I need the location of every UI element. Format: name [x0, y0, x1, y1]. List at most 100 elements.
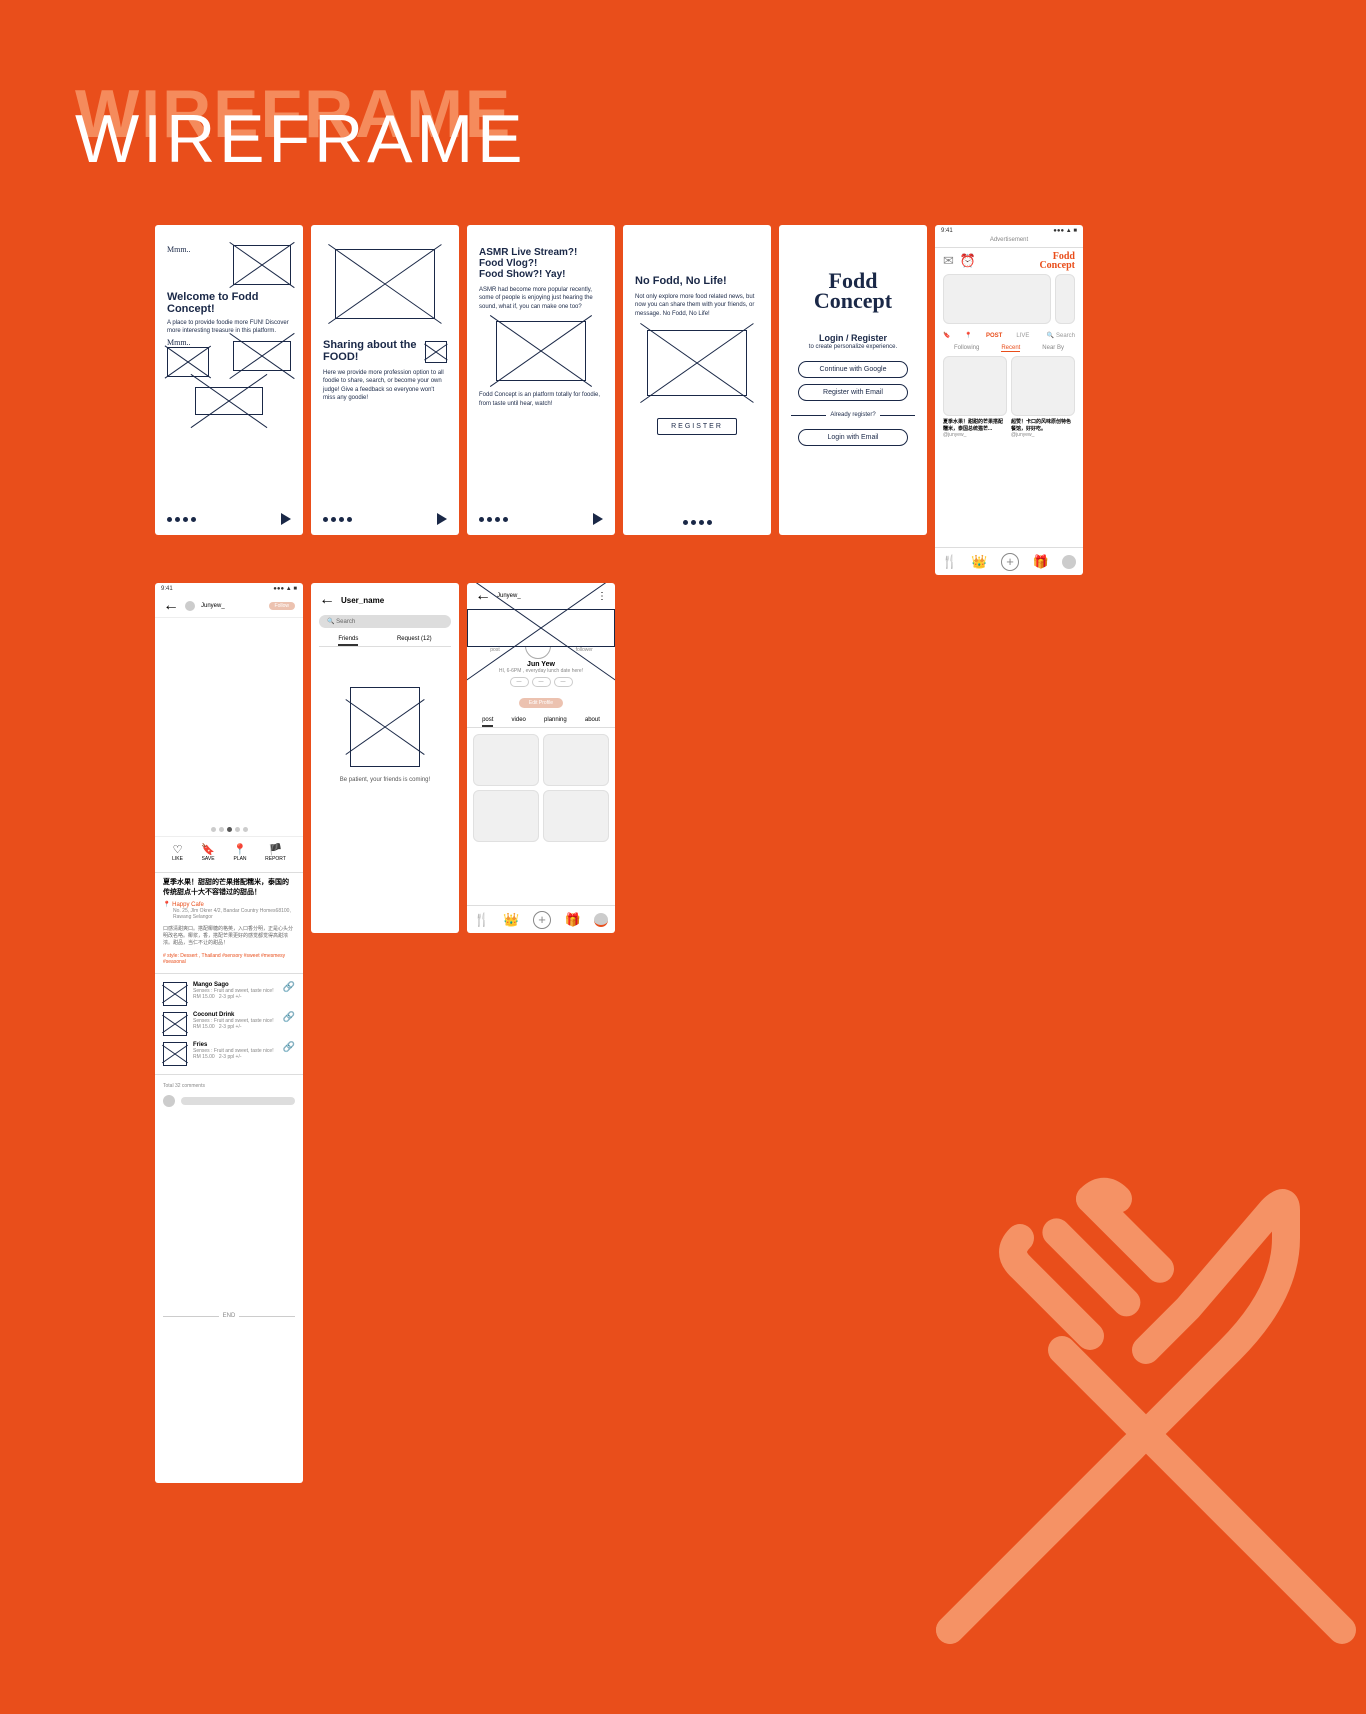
onboard4-title: No Fodd, No Life!	[635, 275, 759, 287]
image-placeholder	[195, 387, 263, 415]
menu-item-1: Mango Sago Senses : Fruit and sweet, tas…	[163, 982, 295, 1006]
tab-planning[interactable]: planning	[544, 717, 567, 727]
nav-add-button[interactable]: +	[533, 911, 551, 929]
onboard2-body: Here we provide more profession option t…	[323, 369, 447, 403]
tab-post[interactable]: post	[482, 717, 493, 727]
alarm-icon[interactable]: ⏰	[960, 253, 976, 269]
like-button[interactable]: ♡LIKE	[172, 843, 183, 862]
bookmark-icon[interactable]: 🔖	[943, 332, 950, 339]
story-card[interactable]	[1055, 274, 1075, 324]
friends-title: User_name	[341, 596, 384, 605]
knife-fork-icon	[866, 1154, 1366, 1714]
register-button[interactable]: REGISTER	[657, 418, 737, 435]
page-dots	[479, 517, 508, 522]
tab-search[interactable]: 🔍 Search	[1047, 332, 1075, 339]
follow-button[interactable]: Follow	[269, 602, 295, 610]
onboard2-title: Sharing about the FOOD!	[323, 339, 421, 363]
page-dots	[683, 520, 712, 525]
back-button[interactable]: ←	[163, 597, 179, 615]
post-description: 口感清甜爽口。搭配椰糖的格英，入口香分明，正是心头分明改名咯。椰浆，香，搭配芒果…	[163, 926, 295, 947]
onboard3-title-1: ASMR Live Stream?!	[479, 247, 603, 258]
bottom-nav: 🍴 👑 + 🎁	[467, 905, 615, 933]
next-button[interactable]	[437, 513, 447, 525]
tab-request[interactable]: Request (12)	[397, 636, 432, 646]
image-placeholder	[167, 347, 209, 377]
chat-icon[interactable]: ✉	[943, 253, 954, 269]
comment-input-row	[155, 1089, 303, 1113]
tag-pill: —	[532, 677, 551, 687]
screen-profile: ← Junyew_ ⋮ 100 post 1k follower Jun Yew…	[467, 583, 615, 933]
tab-friends[interactable]: Friends	[338, 636, 358, 646]
menu-icon[interactable]: ⋮	[597, 591, 607, 602]
link-icon[interactable]: 🔗	[283, 982, 295, 1006]
back-button[interactable]: ←	[475, 587, 491, 605]
login-sub: to create personalize experience.	[791, 343, 915, 351]
next-button[interactable]	[281, 513, 291, 525]
nav-add-button[interactable]: +	[1001, 553, 1019, 571]
screen-post-detail: 9:41●●● ▲ ■ ← Junyew_ Follow ♡LIKE 🔖SAVE…	[155, 583, 303, 1483]
onboard3-body1: ASMR had become more popular recently, s…	[479, 286, 603, 311]
grid-item[interactable]	[543, 734, 609, 786]
tab-about[interactable]: about	[585, 717, 600, 727]
nav-feed-icon[interactable]: 🍴	[942, 554, 958, 570]
grid-item[interactable]	[473, 734, 539, 786]
nav-award-icon[interactable]: 👑	[971, 554, 987, 570]
onboard1-title: Welcome to Fodd Concept!	[167, 291, 291, 315]
post-image-area[interactable]	[155, 617, 303, 837]
location-icon[interactable]: 📍	[964, 332, 971, 339]
empty-text: Be patient, your friends is coming!	[319, 777, 451, 783]
image-placeholder	[647, 330, 747, 396]
login-email-button[interactable]: Login with Email	[798, 429, 908, 446]
screen-login: Fodd Concept Login / Register to create …	[779, 225, 927, 535]
screen-onboard-4: No Fodd, No Life! Not only explore more …	[623, 225, 771, 535]
filter-recent[interactable]: Recent	[1001, 345, 1020, 352]
page-dots	[323, 517, 352, 522]
comment-input[interactable]	[181, 1097, 295, 1105]
screen-onboard-1: Mmm.. Welcome to Fodd Concept! A place t…	[155, 225, 303, 535]
grid-item[interactable]	[473, 790, 539, 842]
search-input[interactable]: 🔍 Search	[319, 615, 451, 628]
profile-bio: HI, 6-6PM , everyday lunch date here!	[467, 668, 615, 674]
report-button[interactable]: 🏴REPORT	[265, 843, 286, 862]
register-email-button[interactable]: Register with Email	[798, 384, 908, 401]
story-card[interactable]	[943, 274, 1051, 324]
page-dots	[167, 517, 196, 522]
post-username[interactable]: Junyew_	[201, 603, 225, 609]
nav-gift-icon[interactable]: 🎁	[1033, 554, 1049, 570]
status-bar: 9:41●●● ▲ ■	[935, 225, 1083, 237]
nav-feed-icon[interactable]: 🍴	[474, 912, 490, 928]
edit-profile-button[interactable]: Edit Profile	[519, 698, 563, 708]
feed-card-1[interactable]: 夏季水果！甜甜的芒果搭配糯米，泰国总统猫芒... @junyew_	[943, 356, 1007, 438]
google-button[interactable]: Continue with Google	[798, 361, 908, 378]
filter-following[interactable]: Following	[954, 345, 979, 352]
plan-button[interactable]: 📍PLAN	[233, 843, 247, 862]
nav-profile-icon[interactable]	[594, 913, 608, 927]
nav-gift-icon[interactable]: 🎁	[565, 912, 581, 928]
feed-logo: FoddConcept	[1039, 252, 1075, 270]
status-bar: 9:41●●● ▲ ■	[155, 583, 303, 595]
nav-profile-icon[interactable]	[1062, 555, 1076, 569]
back-button[interactable]: ←	[319, 591, 335, 609]
next-button[interactable]	[593, 513, 603, 525]
post-address: No. 25, Jlm Okrer 4/2, Bandar Country Ho…	[173, 908, 295, 920]
post-tags[interactable]: # style: Dessert , Thailand #sensory #sw…	[163, 953, 295, 965]
cover-image	[467, 609, 615, 647]
title-main: WIREFRAME	[75, 100, 527, 178]
filter-nearby[interactable]: Near By	[1042, 345, 1064, 352]
logo-line2: Concept	[791, 291, 915, 311]
link-icon[interactable]: 🔗	[283, 1012, 295, 1036]
grid-item[interactable]	[543, 790, 609, 842]
tab-live[interactable]: LIVE	[1016, 333, 1029, 339]
link-icon[interactable]: 🔗	[283, 1042, 295, 1066]
tab-post[interactable]: POST	[986, 333, 1002, 339]
save-button[interactable]: 🔖SAVE	[201, 843, 215, 862]
login-title: Login / Register	[791, 333, 915, 343]
tab-video[interactable]: video	[512, 717, 526, 727]
feed-card-2[interactable]: 超赞！卡口的风味原创特色餐馆，好好吃。 @junyew_	[1011, 356, 1075, 438]
image-placeholder	[425, 341, 447, 363]
avatar-icon[interactable]	[185, 601, 195, 611]
nav-award-icon[interactable]: 👑	[503, 912, 519, 928]
onboard3-title-2: Food Vlog?!	[479, 258, 603, 269]
tag-pill: —	[554, 677, 573, 687]
onboard3-body2: Fodd Concept is an platform totally for …	[479, 391, 603, 408]
